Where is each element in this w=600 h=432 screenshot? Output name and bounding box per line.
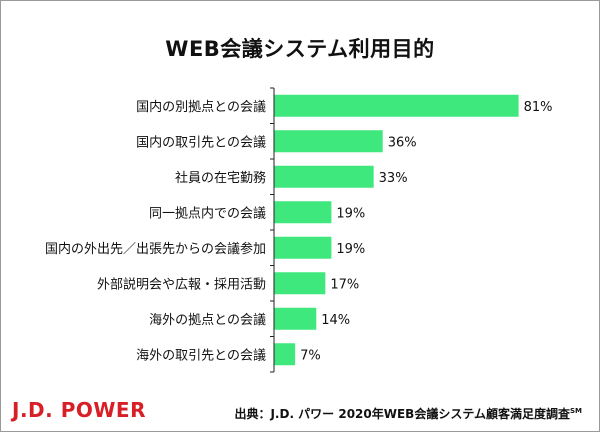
bar-4 <box>274 201 332 224</box>
source-text: 出典：J.D. パワー 2020年WEB会議システム顧客満足度調査 <box>234 407 570 421</box>
chart-title: WEB会議システム利用目的 <box>165 37 435 61</box>
value-label: 36% <box>388 135 417 150</box>
value-label: 81% <box>524 100 553 115</box>
value-label: 17% <box>330 277 359 292</box>
category-label: 国内の外出先／出張先からの会議参加 <box>45 241 266 257</box>
category-label: 社員の在宅勤務 <box>175 170 266 186</box>
bar-5 <box>274 236 332 259</box>
bar-2 <box>274 130 383 153</box>
jd-power-logo: J.D. POWER <box>12 398 146 422</box>
bar-3 <box>274 165 374 188</box>
bar-7 <box>274 307 317 330</box>
service-mark: SM <box>569 407 582 415</box>
category-label: 国内の取引先との会議 <box>136 134 266 150</box>
category-label: 海外の取引先との会議 <box>136 348 266 363</box>
bar-6 <box>274 272 326 295</box>
category-label: 外部説明会や広報・採用活動 <box>97 276 266 292</box>
category-label: 国内の別拠点との会議 <box>136 99 266 115</box>
value-label: 19% <box>336 242 365 257</box>
bar-1 <box>274 94 519 117</box>
value-label: 19% <box>336 206 365 221</box>
source-note: 出典：J.D. パワー 2020年WEB会議システム顧客満足度調査SM <box>234 405 582 422</box>
category-label: 同一拠点内での会議 <box>149 205 266 221</box>
value-label: 33% <box>379 171 408 186</box>
bar-8 <box>274 343 296 366</box>
value-label: 14% <box>321 313 350 328</box>
category-label: 海外の拠点との会議 <box>149 313 266 328</box>
value-label: 7% <box>300 348 321 363</box>
